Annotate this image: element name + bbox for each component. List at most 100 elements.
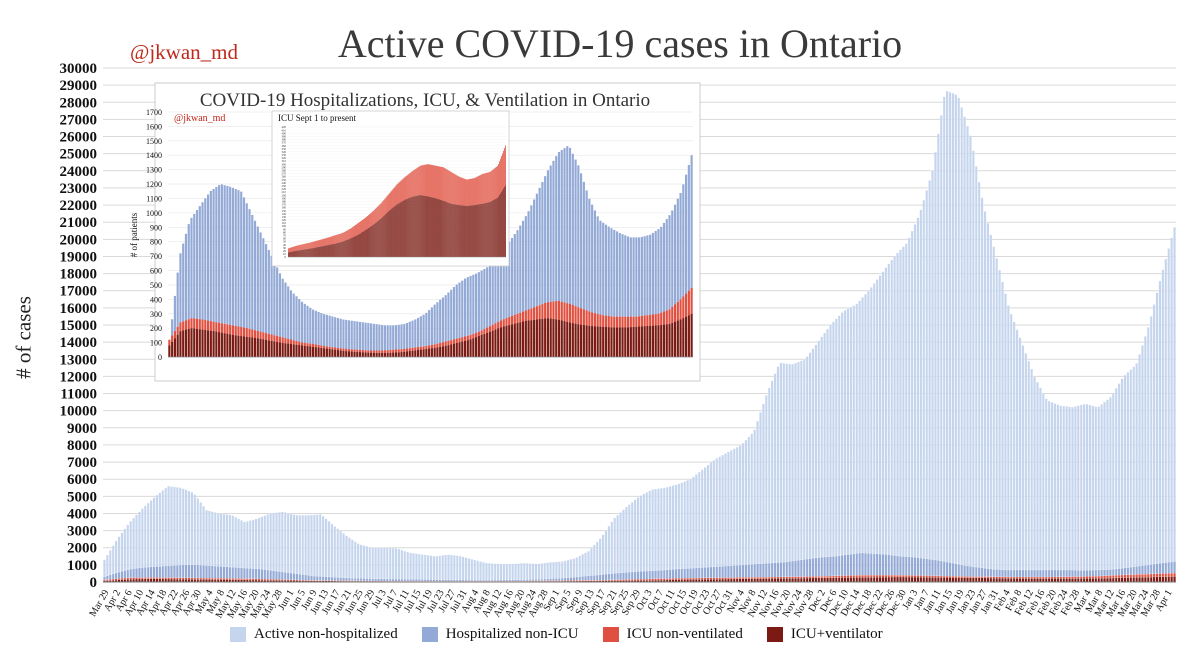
main-bar-s0-175	[613, 517, 616, 574]
main-bar-s0-241	[805, 356, 809, 560]
y-tick-15000: 15000	[60, 318, 98, 334]
main-bar-s3-262	[867, 577, 870, 583]
inset-bar-s2-22	[229, 334, 232, 357]
main-bar-s2-190	[657, 578, 660, 581]
main-bar-s0-298	[972, 150, 975, 567]
subinset-bar-s1-195	[485, 202, 487, 257]
inset-bar-s0-172	[643, 236, 646, 316]
inset-bar-s2-12	[201, 329, 204, 357]
legend-item-icu: ICU non-ventilated	[602, 626, 743, 643]
inset-bar-s1-13	[204, 320, 207, 330]
main-bar-s0-124	[464, 557, 468, 581]
main-bar-s3-355	[1138, 577, 1141, 583]
inset-bar-s1-131	[530, 308, 533, 321]
inset-bar-s0-187	[685, 174, 688, 294]
subinset-bar-s1-196	[486, 202, 488, 257]
inset-bar-s2-78	[383, 352, 386, 357]
main-bar-s1-192	[663, 570, 666, 579]
main-bar-s0-31	[193, 494, 197, 565]
subinset-chart: ICU Sept 1 to present0102030405060708090…	[271, 110, 510, 267]
inset-bar-s1-181	[668, 309, 671, 324]
inset-bar-s0-111	[475, 273, 478, 333]
inset-bar-s0-24	[234, 189, 237, 326]
main-bar-s0-123	[461, 556, 465, 581]
main-bar-s1-13	[141, 567, 144, 578]
inset-bar-s1-26	[240, 327, 243, 337]
subinset-bar-s0-112	[401, 179, 403, 202]
main-bar-s0-107	[415, 553, 418, 580]
subinset-bar-s0-189	[479, 175, 481, 205]
subinset-bar-s1-50	[338, 242, 340, 257]
y-tick-23000: 23000	[60, 181, 98, 197]
main-bar-s2-205	[700, 577, 704, 580]
main-bar-s3-259	[858, 577, 861, 583]
main-bar-s0-261	[864, 294, 867, 554]
main-bar-s1-234	[785, 561, 788, 577]
main-bar-s0-103	[403, 550, 406, 580]
inset-bar-s1-100	[444, 341, 447, 346]
main-bar-s2-340	[1094, 576, 1098, 579]
main-bar-s1-134	[493, 580, 497, 582]
main-bar-s1-217	[735, 565, 739, 578]
subinset-bar-s0-205	[495, 166, 497, 199]
main-bar-s1-256	[849, 554, 853, 576]
main-bar-s1-254	[843, 554, 847, 576]
subinset-bar-s0-202	[492, 169, 494, 201]
main-bar-s1-322	[1042, 569, 1045, 578]
subinset-bar-s0-184	[474, 177, 476, 205]
main-bar-s1-269	[887, 554, 891, 576]
subinset-bar-s1-35	[323, 245, 325, 257]
subinset-bar-s1-86	[375, 222, 377, 257]
main-bar-s2-281	[922, 575, 925, 578]
main-bar-s2-67	[298, 579, 302, 581]
inset-bar-s0-135	[541, 182, 544, 305]
main-bar-s0-52	[254, 518, 258, 569]
main-bar-s1-118	[447, 579, 450, 582]
main-bar-s2-309	[1004, 576, 1007, 579]
main-bar-s1-250	[832, 556, 835, 577]
inset-bar-s0-21	[226, 185, 229, 325]
inset-bar-s1-32	[256, 330, 259, 339]
subinset-bar-s0-66	[355, 224, 356, 237]
main-bar-s0-208	[709, 462, 713, 568]
main-bar-s1-300	[977, 567, 981, 577]
legend-item-ventilator: ICU+ventilator	[766, 626, 883, 643]
inset-bar-s0-170	[638, 237, 641, 317]
inset-bar-s2-14	[206, 330, 210, 357]
subinset-bar-s0-173	[463, 178, 465, 206]
inset-bar-s1-139	[552, 301, 555, 319]
main-bar-s0-356	[1141, 345, 1144, 566]
subinset-y-tick-30: 30	[283, 246, 287, 250]
main-bar-s3-273	[899, 576, 902, 583]
main-bar-s0-68	[301, 515, 304, 575]
main-bar-s0-350	[1123, 375, 1127, 569]
inset-bar-s0-120	[499, 251, 503, 321]
subinset-y-tick-300: 300	[282, 162, 287, 166]
main-bar-s1-50	[249, 568, 252, 579]
main-bar-s1-53	[257, 568, 261, 580]
main-bar-s0-247	[823, 332, 826, 558]
subinset-bar-s0-212	[503, 150, 504, 189]
inset-bar-s0-188	[687, 164, 690, 291]
main-bar-s2-170	[598, 580, 602, 581]
main-bar-s2-213	[724, 577, 727, 580]
main-bar-s1-170	[598, 574, 602, 581]
main-bar-s3-287	[940, 577, 943, 583]
main-bar-s1-239	[800, 559, 803, 577]
inset-bar-s1-35	[265, 333, 268, 340]
main-bar-s0-285	[934, 152, 937, 561]
main-bar-s0-337	[1085, 404, 1089, 571]
inset-bar-s0-79	[386, 325, 389, 351]
main-bar-s1-175	[613, 573, 616, 580]
inset-bar-s1-16	[212, 321, 215, 332]
inset-bar-s2-123	[508, 325, 511, 357]
main-bar-s0-186	[645, 492, 648, 572]
main-bar-s2-355	[1138, 574, 1141, 578]
subinset-bar-s0-84	[373, 210, 375, 225]
main-bar-s0-126	[470, 559, 474, 581]
inset-bar-s0-163	[618, 232, 621, 317]
subinset-bar-s0-125	[414, 169, 416, 197]
inset-bar-s1-49	[303, 342, 306, 346]
inset-bar-s0-37	[270, 255, 273, 335]
subinset-bar-s0-208	[499, 161, 500, 195]
